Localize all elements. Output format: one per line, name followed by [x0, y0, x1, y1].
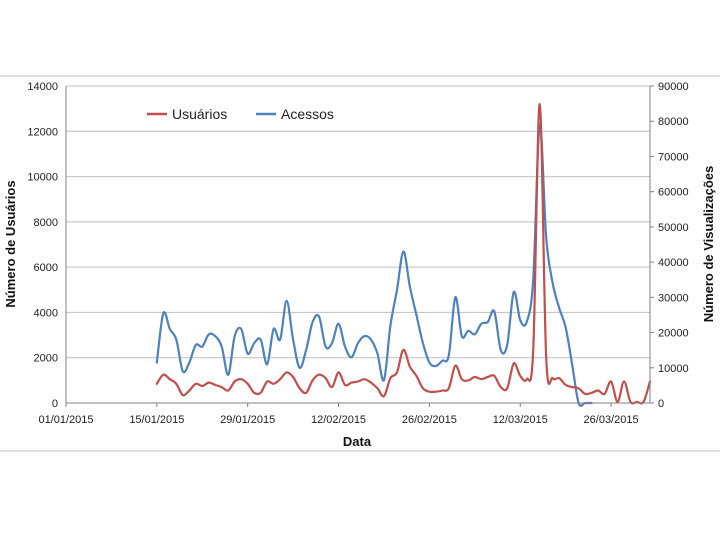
series-line-acessos: [155, 123, 593, 407]
left-y-tick-label: 2000: [34, 353, 58, 365]
x-tick-label: 12/02/2015: [311, 414, 366, 426]
right-y-tick-label: 20000: [658, 328, 689, 340]
left-y-tick-label: 4000: [34, 307, 58, 319]
right-y-tick-label: 70000: [658, 151, 689, 163]
left-y-tick-label: 10000: [27, 172, 58, 184]
left-y-tick-label: 0: [52, 398, 58, 410]
x-tick-label: 01/01/2015: [38, 414, 93, 426]
axes: [65, 85, 654, 407]
x-axis-title: Data: [343, 434, 372, 449]
x-tick-label: 29/01/2015: [220, 414, 275, 426]
left-y-tick-label: 14000: [27, 81, 58, 93]
legend-label-usuarios: Usuários: [172, 106, 227, 122]
legend-label-acessos: Acessos: [281, 106, 334, 122]
legend: Usuários Acessos: [147, 106, 334, 122]
series-lines: [155, 102, 652, 407]
left-y-tick-label: 12000: [27, 126, 58, 138]
left-y-tick-label: 6000: [34, 262, 58, 274]
right-y-tick-label: 40000: [658, 257, 689, 269]
tick-labels: 0 2000 4000 6000 8000 10000 12000 14000 0 10000 20…: [27, 81, 688, 426]
left-y-tick-label: 8000: [34, 217, 58, 229]
right-y-tick-label: 60000: [658, 187, 689, 199]
x-tick-label: 26/02/2015: [402, 414, 457, 426]
x-tick-label: 26/03/2015: [584, 414, 639, 426]
right-y-tick-label: 90000: [658, 81, 689, 93]
right-y-tick-label: 10000: [658, 363, 689, 375]
right-y-axis-title: Número de Visualizações: [701, 166, 716, 323]
right-y-tick-label: 80000: [658, 116, 689, 128]
right-y-tick-label: 30000: [658, 292, 689, 304]
series-line-usuarios: [155, 102, 652, 405]
left-y-axis-title: Número de Usuários: [3, 180, 18, 307]
x-tick-label: 15/01/2015: [129, 414, 184, 426]
x-tick-label: 12/03/2015: [493, 414, 548, 426]
right-y-tick-label: 0: [658, 398, 664, 410]
right-y-tick-label: 50000: [658, 222, 689, 234]
